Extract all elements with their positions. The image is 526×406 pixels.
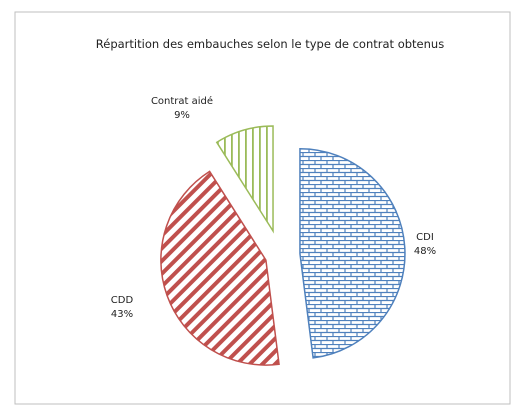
slice-value-label: 48% (414, 246, 436, 257)
pie (160, 125, 406, 366)
chart-frame (14, 11, 511, 405)
slice-label: CDI (416, 232, 434, 243)
chart-title: Répartition des embauches selon le type … (95, 37, 445, 51)
slice-label: CDD (111, 295, 134, 306)
slice-value-label: 9% (174, 110, 190, 121)
slice-value-label: 43% (111, 309, 133, 320)
pie-slice (160, 170, 280, 366)
pie-slice (215, 125, 274, 234)
pie-slice (299, 147, 406, 359)
slice-label: Contrat aidé (151, 95, 213, 107)
